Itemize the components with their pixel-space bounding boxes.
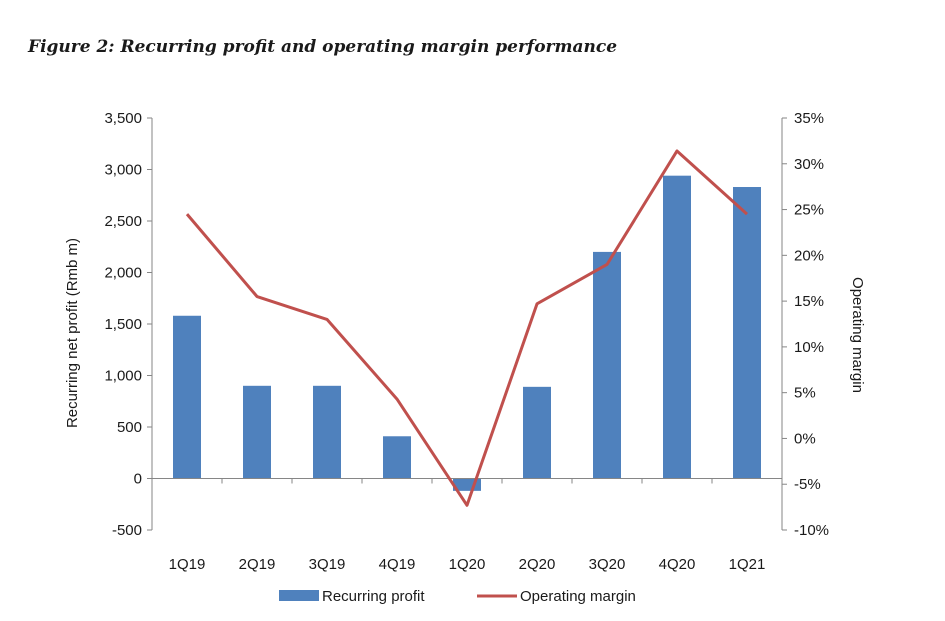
figure-title: Figure 2: Recurring profit and operating… [28,37,618,57]
x-tick-label-2Q19: 2Q19 [239,556,276,573]
legend-swatch-recurring-profit [279,590,319,601]
right-tick-label: 35% [794,110,824,127]
x-axis-ticks: 1Q19 2Q19 3Q19 4Q19 1Q20 2Q20 3Q20 4Q20 1Q21 [151,478,783,573]
right-y-ticks: 35% 30% 25% 20% 15% 10% 5% 0% -5% -10% [782,110,829,539]
bar-3Q20 [593,251,621,479]
x-tick-label-3Q19: 3Q19 [309,556,346,573]
left-tick-label: 1,500 [104,316,142,333]
x-tick-label-4Q19: 4Q19 [379,556,416,573]
x-tick-label-1Q21: 1Q21 [729,556,766,573]
left-tick-label: 3,000 [104,162,142,179]
left-tick-label: 2,500 [104,213,142,230]
right-tick-label: 10% [794,339,824,356]
right-tick-label: 30% [794,156,824,173]
bar-4Q20 [663,175,691,479]
left-tick-label: 1,000 [104,368,142,385]
bar-2Q19 [243,385,271,479]
left-tick-label: -500 [112,522,142,539]
right-tick-label: -5% [794,476,821,493]
bar-2Q20 [523,386,551,479]
left-y-ticks: 3,500 3,000 2,500 2,000 1,500 1,000 500 0 -500 [104,110,152,539]
bar-1Q19 [173,315,201,479]
left-tick-label: 2,000 [104,265,142,282]
right-y-axis-title: Operating margin [849,277,866,393]
right-tick-label: 0% [794,430,816,447]
x-tick-label-4Q20: 4Q20 [659,556,696,573]
line-series-operating-margin [185,149,749,507]
left-tick-label: 0 [134,471,142,488]
x-tick-label-2Q20: 2Q20 [519,556,556,573]
bar-3Q19 [313,385,341,479]
left-tick-label: 3,500 [104,110,142,127]
right-tick-label: -10% [794,522,829,539]
x-tick-label-3Q20: 3Q20 [589,556,626,573]
right-tick-label: 20% [794,247,824,264]
legend-label-operating-margin: Operating margin [520,588,636,605]
x-tick-label-1Q19: 1Q19 [169,556,206,573]
bar-series-recurring-profit [173,175,761,491]
x-tick-label-1Q20: 1Q20 [449,556,486,573]
right-tick-label: 25% [794,202,824,219]
bar-1Q21 [733,187,761,479]
legend-label-recurring-profit: Recurring profit [322,588,425,605]
right-tick-label: 15% [794,293,824,310]
left-tick-label: 500 [117,419,142,436]
legend: Recurring profit Operating margin [279,588,636,605]
right-tick-label: 5% [794,385,816,402]
left-y-axis-title: Recurring net profit (Rmb m) [64,238,81,428]
bar-4Q19 [383,436,411,479]
